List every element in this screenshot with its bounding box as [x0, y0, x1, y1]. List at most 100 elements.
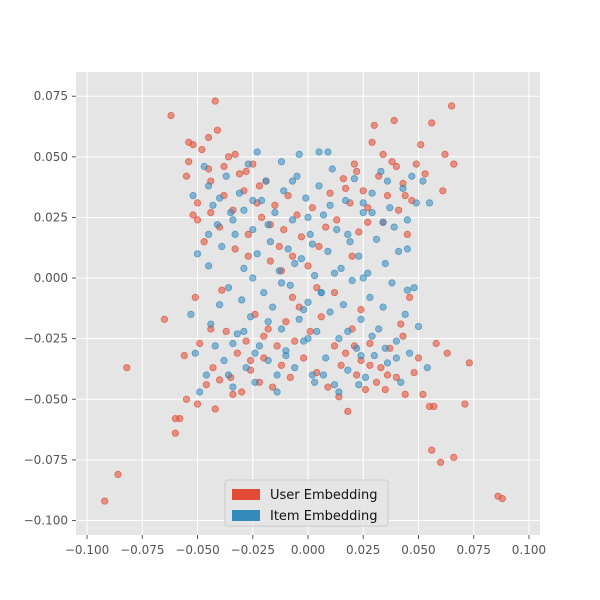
scatter-point — [372, 378, 381, 386]
scatter-point — [114, 470, 122, 478]
scatter-point — [425, 199, 434, 207]
scatter-point — [260, 288, 268, 297]
scatter-point — [330, 342, 339, 350]
scatter-point — [368, 332, 376, 340]
scatter-point — [218, 242, 226, 251]
scatter-point — [377, 167, 385, 175]
scatter-point — [304, 334, 312, 343]
scatter-point — [430, 402, 438, 411]
scatter-point — [189, 211, 197, 219]
scatter-point — [182, 172, 191, 180]
y-tick-label: 0.025 — [34, 210, 68, 224]
scatter-point — [388, 158, 396, 166]
scatter-point — [282, 351, 290, 360]
y-tick-label: 0.050 — [34, 150, 68, 164]
scatter-point — [291, 337, 299, 345]
scatter-point — [304, 262, 312, 270]
scatter-point — [224, 284, 233, 292]
scatter-point — [266, 238, 274, 246]
scatter-point — [333, 226, 341, 234]
scatter-point — [275, 267, 283, 275]
scatter-point — [355, 252, 363, 260]
x-tick-label: 0.025 — [346, 543, 380, 557]
series-1 — [187, 148, 434, 396]
scatter-point — [251, 349, 259, 357]
scatter-point — [310, 271, 319, 280]
scatter-point — [213, 126, 221, 134]
scatter-point — [229, 339, 237, 348]
scatter-point — [341, 196, 350, 205]
scatter-point — [357, 351, 365, 360]
scatter-point — [251, 378, 259, 386]
x-tick-label: −0.025 — [231, 543, 275, 557]
scatter-point — [240, 206, 248, 214]
x-tick-label: −0.075 — [120, 543, 164, 557]
scatter-point — [240, 327, 248, 335]
scatter-point — [295, 150, 303, 158]
scatter-point — [273, 342, 281, 350]
x-tick-label: 0.050 — [401, 543, 435, 557]
scatter-point — [193, 199, 202, 207]
scatter-point — [189, 141, 197, 149]
scatter-point — [394, 206, 403, 214]
scatter-point — [207, 209, 215, 217]
scatter-point — [264, 356, 272, 365]
scatter-point — [357, 305, 365, 314]
scatter-point — [439, 187, 447, 195]
scatter-point — [355, 228, 363, 236]
scatter-point — [277, 158, 286, 166]
scatter-point — [317, 313, 325, 321]
scatter-point — [277, 279, 286, 287]
scatter-point — [344, 407, 352, 415]
scatter-point — [233, 349, 241, 357]
y-tick-label: −0.100 — [24, 513, 68, 527]
scatter-point — [330, 381, 339, 389]
scatter-point — [361, 373, 369, 381]
scatter-point — [428, 446, 436, 454]
scatter-point — [205, 262, 213, 270]
scatter-point — [288, 293, 297, 301]
scatter-point — [390, 223, 398, 231]
scatter-point — [414, 322, 423, 331]
scatter-point — [310, 378, 319, 386]
scatter-point — [364, 204, 372, 212]
scatter-point — [352, 344, 361, 352]
scatter-point — [304, 298, 312, 306]
scatter-point — [306, 230, 314, 238]
scatter-point — [383, 177, 392, 185]
scatter-point — [344, 230, 352, 238]
scatter-point — [352, 167, 361, 175]
scatter-point — [247, 356, 255, 365]
x-axis-ticks: −0.100 −0.075 −0.050 −0.025 0.000 0.025 0.050 0… — [65, 535, 546, 557]
scatter-point — [352, 371, 361, 379]
scatter-point — [410, 368, 418, 377]
scatter-point — [264, 221, 272, 229]
scatter-point — [348, 252, 356, 260]
scatter-point — [359, 209, 367, 217]
scatter-point — [405, 293, 414, 301]
scatter-point — [344, 327, 352, 335]
scatter-point — [224, 153, 233, 161]
scatter-point — [357, 315, 365, 323]
scatter-point — [392, 354, 400, 362]
scatter-point — [211, 97, 219, 105]
scatter-point — [297, 233, 305, 241]
scatter-point — [244, 252, 252, 260]
scatter-point — [220, 356, 228, 365]
scatter-point — [209, 364, 217, 372]
scatter-point — [308, 240, 316, 248]
scatter-point — [432, 339, 440, 348]
x-tick-label: 0.100 — [512, 543, 546, 557]
scatter-point — [288, 252, 297, 260]
scatter-point — [160, 315, 168, 323]
scatter-point — [388, 279, 396, 287]
scatter-point — [293, 172, 301, 180]
scatter-point — [359, 187, 367, 195]
scatter-point — [346, 238, 354, 246]
scatter-point — [392, 337, 400, 345]
scatter-point — [198, 146, 206, 154]
scatter-point — [255, 182, 263, 190]
scatter-point — [216, 376, 224, 384]
x-tick-label: −0.050 — [175, 543, 219, 557]
scatter-point — [273, 388, 281, 396]
